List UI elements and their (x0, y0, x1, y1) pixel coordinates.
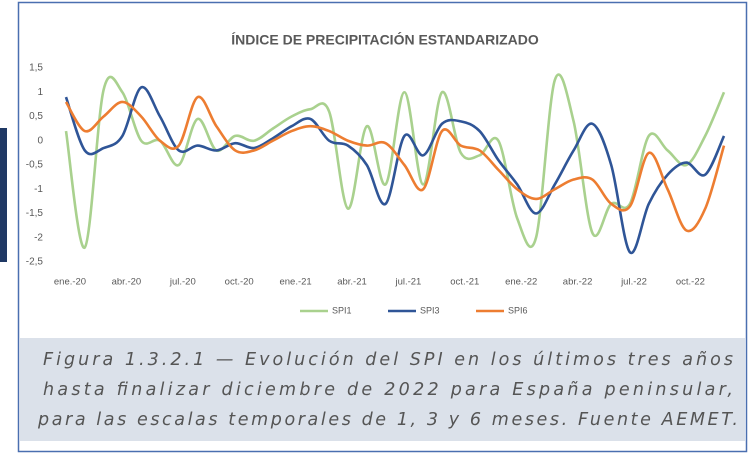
x-tick-label: oct.-21 (450, 277, 479, 288)
x-tick-label: oct.-20 (225, 277, 254, 288)
caption-line: hasta finalizar diciembre de 2022 para E… (43, 380, 733, 400)
y-tick-label: 0,5 (29, 111, 43, 122)
caption-line: Figura 1.3.2.1 — Evolución del SPI en lo… (43, 350, 733, 370)
series-line (64, 95, 726, 233)
x-tick-label: ene.-22 (505, 277, 537, 288)
chart-title: ÍNDICE DE PRECIPITACIÓN ESTANDARIZADO (231, 31, 539, 48)
series-line (64, 73, 726, 249)
x-tick-label: abr.-20 (112, 277, 142, 288)
y-tick-label: -1 (34, 184, 43, 195)
x-tick-label: jul.-22 (620, 277, 647, 288)
y-tick-label: -2 (34, 232, 43, 243)
x-tick-label: ene.-20 (54, 277, 86, 288)
x-tick-label: jul.-21 (394, 277, 421, 288)
legend-label: SPI3 (420, 305, 440, 315)
x-tick-label: oct.-22 (676, 277, 705, 288)
y-tick-label: 1,5 (29, 63, 43, 74)
x-tick-label: ene.-21 (279, 277, 311, 288)
x-tick-label: jul.-20 (169, 277, 196, 288)
x-tick-label: abr.-22 (563, 277, 593, 288)
y-tick-label: 1 (37, 87, 43, 98)
side-bar (0, 128, 7, 262)
caption-box (20, 338, 745, 441)
legend-label: SPI1 (332, 305, 352, 315)
y-tick-label: -1,5 (26, 208, 44, 219)
legend-label: SPI6 (508, 305, 528, 315)
x-tick-label: abr.-21 (337, 277, 367, 288)
y-tick-label: -0,5 (26, 160, 44, 171)
y-tick-label: -2,5 (26, 257, 44, 268)
y-tick-label: 0 (37, 135, 43, 146)
